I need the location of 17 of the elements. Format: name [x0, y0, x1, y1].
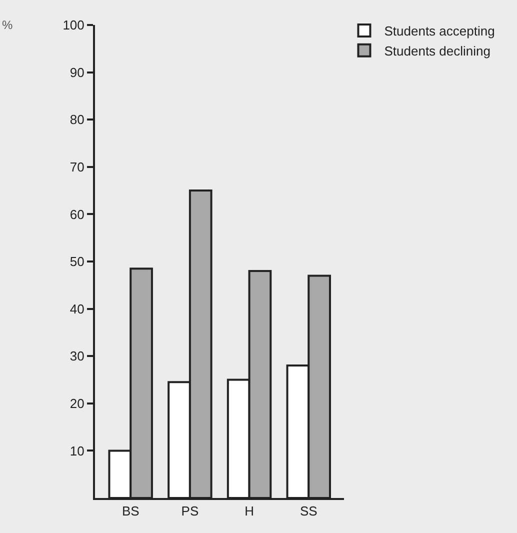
y-tick-label: 10: [70, 443, 84, 458]
y-tick-label: 100: [62, 18, 84, 33]
x-tick-label: BS: [122, 504, 140, 519]
y-axis-title: %: [2, 18, 13, 32]
y-tick-label: 40: [70, 301, 84, 316]
legend-label: Students accepting: [384, 24, 495, 39]
y-tick-label: 90: [70, 64, 84, 80]
y-tick-label: 80: [70, 112, 84, 128]
y-tick-label: 50: [70, 254, 84, 270]
legend-label: Students declining: [384, 43, 490, 58]
x-tick-label: SS: [300, 504, 318, 519]
x-tick-label: PS: [181, 504, 199, 519]
y-tick-label: 60: [70, 206, 84, 222]
y-tick-label: 30: [70, 348, 84, 364]
y-tick-label: 70: [70, 159, 84, 174]
y-tick-label: 20: [70, 396, 84, 411]
x-tick-label: H: [244, 504, 254, 519]
